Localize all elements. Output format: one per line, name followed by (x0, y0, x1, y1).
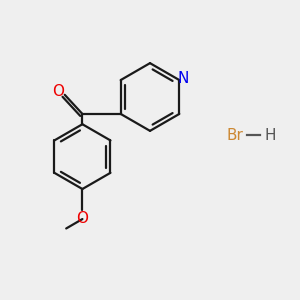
Text: O: O (76, 212, 88, 226)
Text: H: H (265, 128, 276, 143)
Text: N: N (177, 71, 188, 86)
Text: O: O (52, 84, 64, 99)
Text: Br: Br (226, 128, 243, 143)
